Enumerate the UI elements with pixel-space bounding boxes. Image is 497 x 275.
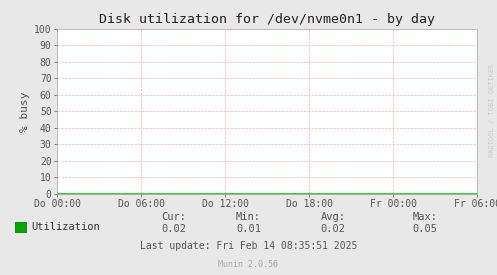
Text: Munin 2.0.56: Munin 2.0.56 [219,260,278,269]
Text: RRDTOOL / TOBI OETIKER: RRDTOOL / TOBI OETIKER [489,63,495,157]
Text: 0.02: 0.02 [321,224,345,234]
Text: Avg:: Avg: [321,212,345,222]
Text: 0.02: 0.02 [162,224,186,234]
Text: 0.05: 0.05 [413,224,437,234]
Text: 0.01: 0.01 [236,224,261,234]
Title: Disk utilization for /dev/nvme0n1 - by day: Disk utilization for /dev/nvme0n1 - by d… [99,13,435,26]
Text: Max:: Max: [413,212,437,222]
Text: Cur:: Cur: [162,212,186,222]
Text: Utilization: Utilization [31,222,99,232]
Y-axis label: % busy: % busy [20,91,30,132]
Text: Min:: Min: [236,212,261,222]
Text: Last update: Fri Feb 14 08:35:51 2025: Last update: Fri Feb 14 08:35:51 2025 [140,241,357,251]
